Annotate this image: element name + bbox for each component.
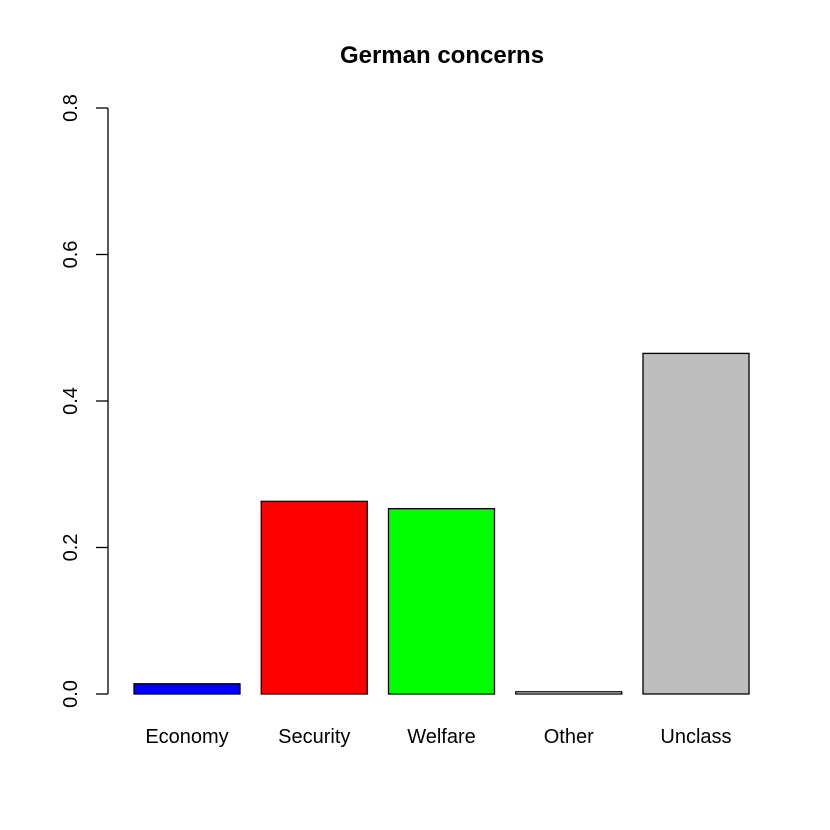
bar-welfare [387, 508, 496, 695]
x-category-label: Other [544, 726, 594, 748]
bars [133, 352, 750, 695]
bar-economy [133, 683, 241, 695]
x-axis-labels: Economy Security Welfare Other Unclass [145, 726, 731, 748]
chart-title: German concerns [340, 42, 544, 69]
bar-other [515, 691, 623, 695]
bar-unclass [642, 352, 750, 695]
y-tick-label: 0.6 [60, 241, 82, 269]
x-category-label: Unclass [660, 726, 731, 748]
x-category-label: Security [278, 726, 350, 748]
y-tick-label: 0.0 [60, 680, 82, 708]
y-tick-label: 0.8 [60, 94, 82, 122]
y-tick-label: 0.2 [60, 534, 82, 562]
y-axis-ticks: 0.0 0.2 0.4 0.6 0.8 [60, 94, 108, 708]
bar-security [260, 500, 368, 695]
y-tick-label: 0.4 [60, 387, 82, 415]
x-category-label: Economy [145, 726, 228, 748]
x-category-label: Welfare [407, 726, 476, 748]
